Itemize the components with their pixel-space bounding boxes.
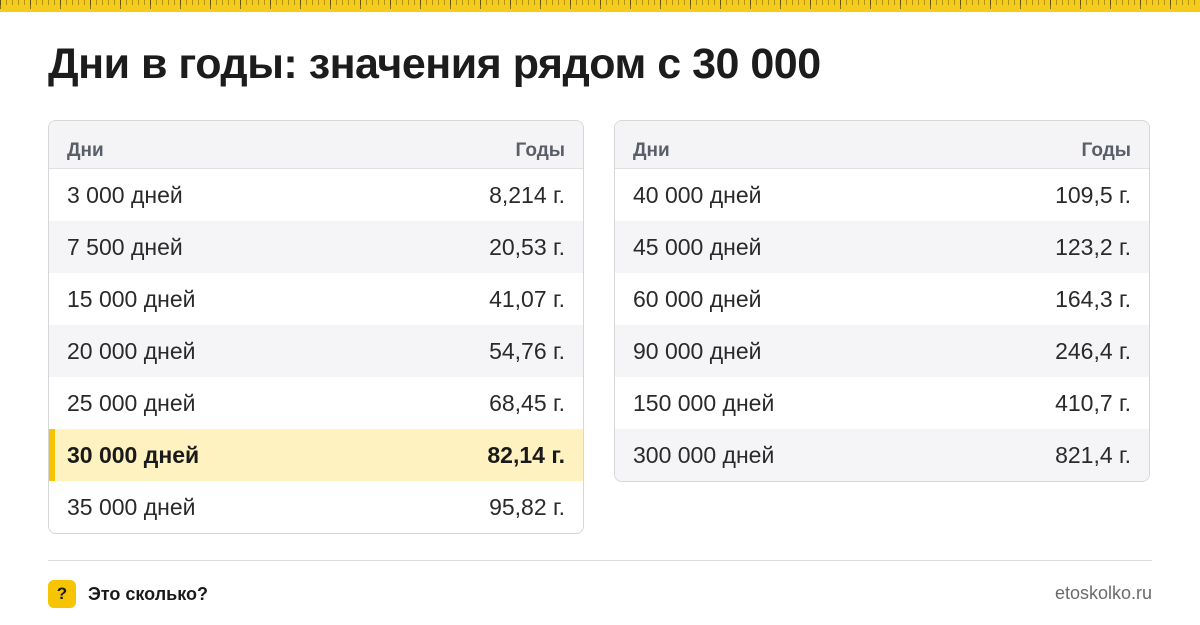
table-row: 60 000 дней 164,3 г. bbox=[615, 273, 1149, 325]
years-cell: 164,3 г. bbox=[1055, 285, 1131, 312]
days-cell: 20 000 дней bbox=[67, 337, 196, 364]
table-row: 90 000 дней 246,4 г. bbox=[615, 325, 1149, 377]
table-row: 300 000 дней 821,4 г. bbox=[615, 429, 1149, 481]
years-cell: 68,45 г. bbox=[489, 389, 565, 416]
table-body: 3 000 дней 8,214 г. 7 500 дней 20,53 г. 15 0… bbox=[49, 169, 583, 533]
years-cell: 8,214 г. bbox=[489, 181, 565, 208]
days-years-table-left: Дни Годы 3 000 дней 8,214 г. 7 500 дней 20,… bbox=[48, 120, 584, 534]
table-row: 45 000 дней 123,2 г. bbox=[615, 221, 1149, 273]
days-cell: 25 000 дней bbox=[67, 389, 196, 416]
ruler-strip bbox=[0, 0, 1200, 12]
table-body: 40 000 дней 109,5 г. 45 000 дней 123,2 г. 60… bbox=[615, 169, 1149, 481]
years-cell: 95,82 г. bbox=[489, 493, 565, 520]
question-badge-icon: ? bbox=[48, 580, 76, 608]
days-cell: 35 000 дней bbox=[67, 493, 196, 520]
years-cell: 54,76 г. bbox=[489, 337, 565, 364]
days-cell: 45 000 дней bbox=[633, 233, 762, 260]
days-cell: 30 000 дней bbox=[67, 441, 200, 468]
brand-name: Это сколько? bbox=[88, 583, 208, 604]
days-cell: 90 000 дней bbox=[633, 337, 762, 364]
table-row-highlighted: 30 000 дней 82,14 г. bbox=[49, 429, 583, 481]
column-header-years: Годы bbox=[1081, 140, 1131, 161]
days-years-table-right: Дни Годы 40 000 дней 109,5 г. 45 000 дней 1… bbox=[614, 120, 1150, 482]
days-cell: 7 500 дней bbox=[67, 233, 183, 260]
table-row: 3 000 дней 8,214 г. bbox=[49, 169, 583, 221]
brand-block: ? Это сколько? bbox=[48, 580, 208, 608]
years-cell: 821,4 г. bbox=[1055, 441, 1131, 468]
site-url: etoskolko.ru bbox=[1054, 583, 1152, 603]
table-row: 40 000 дней 109,5 г. bbox=[615, 169, 1149, 221]
days-cell: 300 000 дней bbox=[633, 441, 775, 468]
footer-divider bbox=[48, 560, 1152, 561]
years-cell: 109,5 г. bbox=[1055, 181, 1131, 208]
table-row: 150 000 дней 410,7 г. bbox=[615, 377, 1149, 429]
days-cell: 15 000 дней bbox=[67, 285, 196, 312]
page-title: Дни в годы: значения рядом с 30 000 bbox=[48, 40, 821, 88]
years-cell: 123,2 г. bbox=[1055, 233, 1131, 260]
years-cell: 246,4 г. bbox=[1055, 337, 1131, 364]
table-row: 15 000 дней 41,07 г. bbox=[49, 273, 583, 325]
years-cell: 41,07 г. bbox=[489, 285, 565, 312]
table-row: 20 000 дней 54,76 г. bbox=[49, 325, 583, 377]
column-header-days: Дни bbox=[67, 140, 104, 161]
table-header: Дни Годы bbox=[49, 121, 583, 169]
column-header-years: Годы bbox=[515, 140, 565, 161]
table-header: Дни Годы bbox=[615, 121, 1149, 169]
days-cell: 40 000 дней bbox=[633, 181, 762, 208]
table-row: 7 500 дней 20,53 г. bbox=[49, 221, 583, 273]
table-row: 25 000 дней 68,45 г. bbox=[49, 377, 583, 429]
table-row: 35 000 дней 95,82 г. bbox=[49, 481, 583, 533]
years-cell: 82,14 г. bbox=[487, 441, 565, 468]
days-cell: 3 000 дней bbox=[67, 181, 183, 208]
years-cell: 410,7 г. bbox=[1055, 389, 1131, 416]
years-cell: 20,53 г. bbox=[489, 233, 565, 260]
days-cell: 150 000 дней bbox=[633, 389, 775, 416]
column-header-days: Дни bbox=[633, 140, 670, 161]
days-cell: 60 000 дней bbox=[633, 285, 762, 312]
